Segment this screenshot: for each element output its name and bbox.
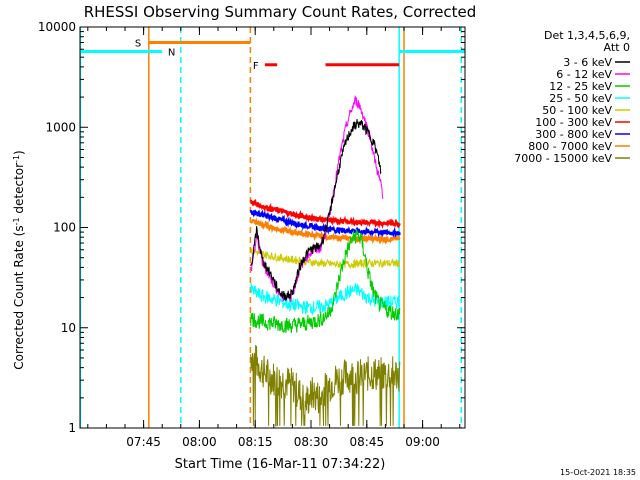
series-line: [249, 198, 401, 229]
legend-label: 25 - 50 keV: [549, 92, 612, 105]
y-tick-label: 100: [53, 221, 76, 235]
x-tick-label: 08:00: [182, 435, 217, 449]
x-axis-label: Start Time (16-Mar-11 07:34:22): [175, 457, 386, 472]
series-line: [250, 282, 401, 316]
legend-header-line-1: Det 1,3,4,5,6,9,: [544, 29, 630, 42]
series-line: [250, 118, 382, 302]
chart-title: RHESSI Observing Summary Count Rates, Co…: [84, 3, 477, 21]
night-label: N: [168, 47, 175, 58]
series-line: [250, 247, 401, 270]
x-tick-label: 09:00: [405, 435, 440, 449]
series-line: [250, 345, 401, 427]
legend-label: 50 - 100 keV: [542, 104, 612, 117]
series-line: [250, 228, 401, 334]
x-tick-label: 08:45: [350, 435, 385, 449]
legend-label: 3 - 6 keV: [563, 56, 612, 69]
y-tick-label: 1: [68, 421, 76, 435]
x-tick-label: 07:45: [126, 435, 161, 449]
saa-label: S: [135, 39, 141, 50]
y-tick-label: 10000: [38, 20, 76, 34]
axes: 07:45 08:00 08:15 08:30 08:45 09:00 1 10 100 1000…: [38, 20, 466, 449]
legend-header-line-2: Att 0: [604, 41, 630, 54]
legend-label: 6 - 12 keV: [556, 68, 612, 81]
footer-date: 15-Oct-2021 18:35: [560, 468, 636, 477]
y-axis-label: Corrected Count Rate (s-1 detector-1): [12, 150, 27, 369]
legend-label: 300 - 800 keV: [535, 128, 612, 141]
y-tick-label: 1000: [45, 120, 76, 134]
legend-label: 12 - 25 keV: [549, 80, 612, 93]
y-tick-label: 10: [61, 321, 76, 335]
series-line: [250, 94, 384, 303]
x-tick-label: 08:15: [238, 435, 273, 449]
x-tick-label: 08:30: [294, 435, 329, 449]
flare-label: F: [253, 61, 259, 72]
legend-label: 800 - 7000 keV: [528, 140, 612, 153]
legend-label: 100 - 300 keV: [535, 116, 612, 129]
legend-label: 7000 - 15000 keV: [514, 152, 612, 165]
